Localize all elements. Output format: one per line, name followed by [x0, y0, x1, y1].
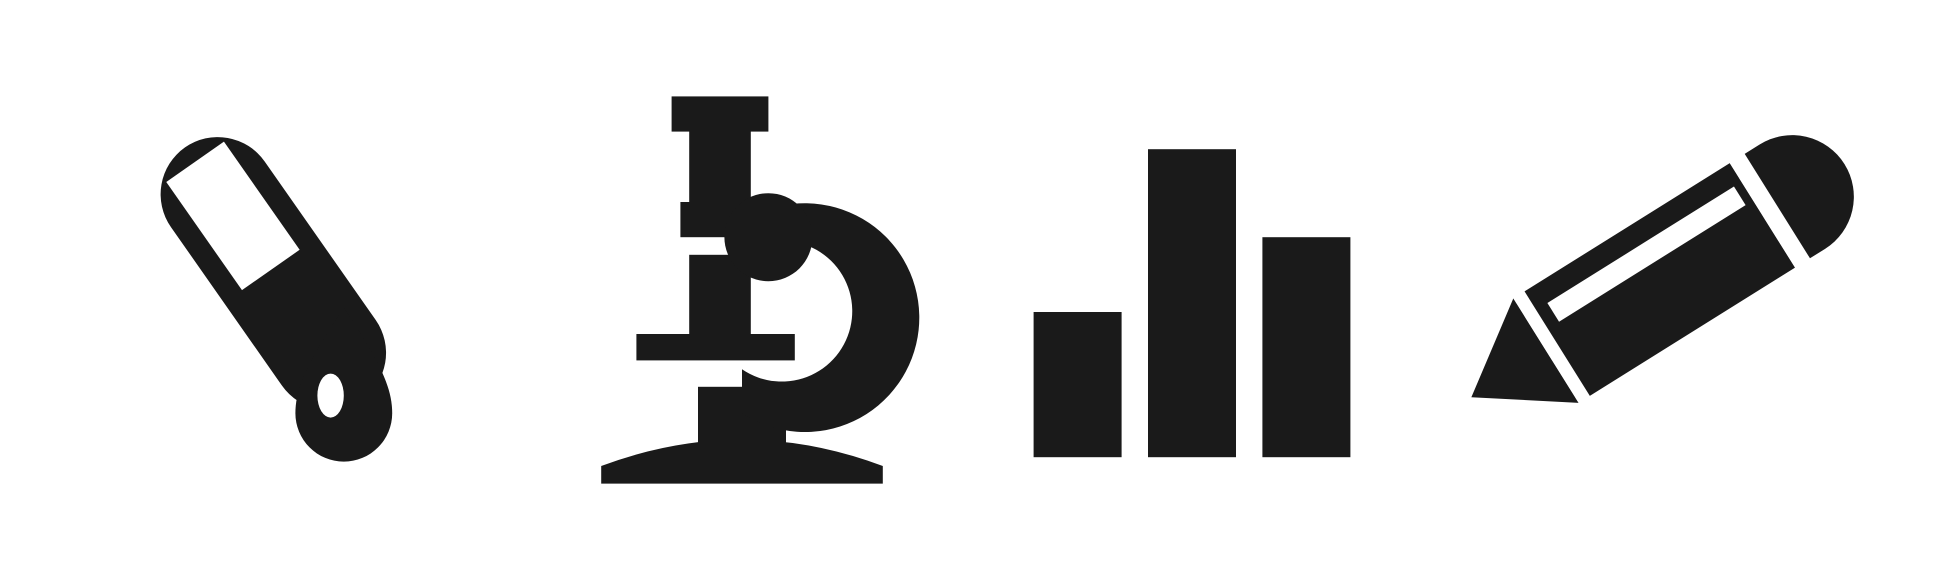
pencil-icon	[1423, 70, 1863, 510]
microscope-icon	[522, 70, 962, 510]
test-tube-drop-icon	[71, 70, 511, 510]
bar-chart-icon	[972, 70, 1412, 510]
